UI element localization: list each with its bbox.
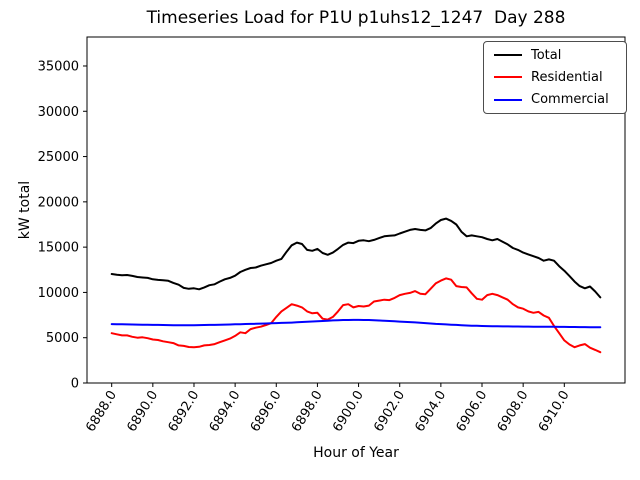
series-line-total [110,217,602,299]
y-tick-label: 25000 [38,150,79,165]
x-tick-label: 6906.0 [454,388,491,435]
x-tick-label: 6896.0 [248,388,285,435]
x-tick-label: 6904.0 [412,388,449,435]
legend-entry-residential: Residential [494,68,616,86]
x-tick-label: 6902.0 [371,388,408,435]
y-tick-label: 5000 [46,331,79,346]
legend-entry-label: Residential [531,69,603,85]
y-tick-label: 30000 [38,105,79,120]
x-tick-label: 6910.0 [536,388,573,435]
legend-entry-label: Total [531,47,562,63]
y-tick-label: 10000 [38,286,79,301]
legend-entry-commercial: Commercial [494,91,616,109]
axes-frame [86,36,626,384]
series-line-residential [110,277,602,354]
legend: Total Residential Commercial [483,41,627,114]
legend-entry-total: Total [494,46,616,64]
y-tick-label: 35000 [38,59,79,74]
x-tick-label: 6908.0 [495,388,532,435]
chart-title: Timeseries Load for P1U p1uhs12_1247 Day… [146,8,566,28]
x-tick-label: 6892.0 [166,388,203,435]
series-line-commercial [110,318,602,329]
y-tick-label: 20000 [38,195,79,210]
legend-entry-label: Commercial [531,92,609,108]
x-tick-label: 6900.0 [330,388,367,435]
y-tick-label: 15000 [38,241,79,256]
x-tick-label: 6888.0 [83,388,120,435]
x-tick-label: 6894.0 [207,388,244,435]
y-axis-label: kW total [17,180,33,240]
legend-line-sample-residential [494,76,522,79]
x-tick-label: 6890.0 [124,388,161,435]
legend-line-sample-commercial [494,98,522,101]
x-tick-label: 6898.0 [289,388,326,435]
y-tick-label: 0 [71,377,79,392]
x-axis-label: Hour of Year [313,445,399,461]
legend-line-sample-total [494,54,522,57]
